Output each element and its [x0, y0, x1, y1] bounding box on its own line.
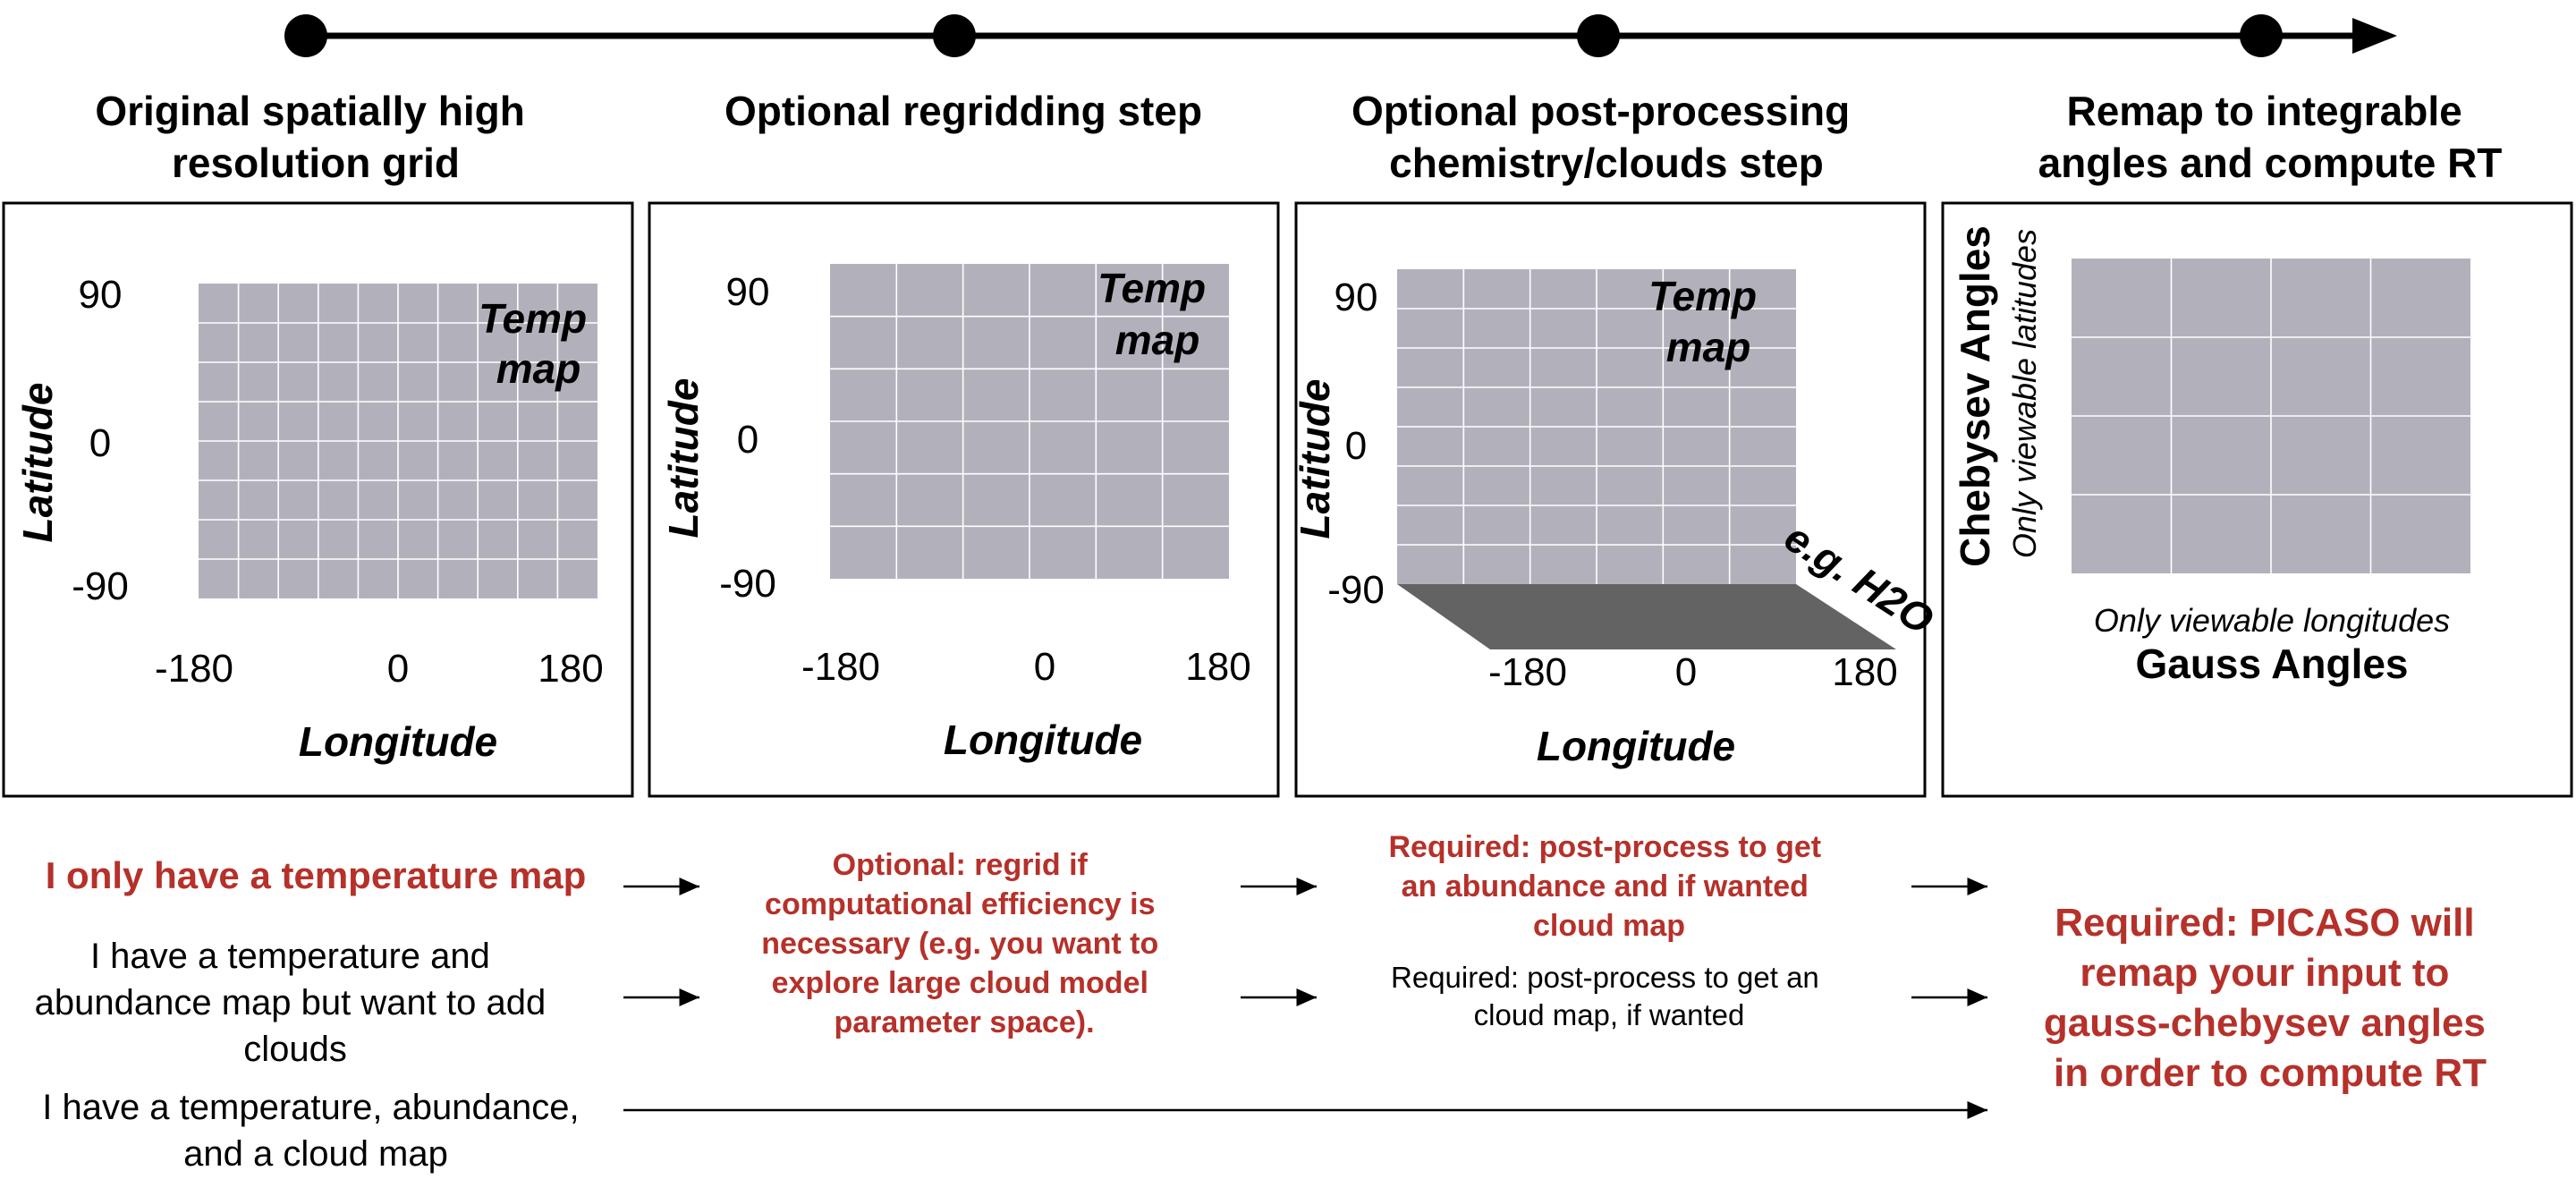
scenario-full-maps: I have a temperature, abundance, and a c…	[42, 1088, 589, 1174]
panel-1-lon-tick-180: 180	[538, 647, 603, 691]
postprocess-cloud-note: Required: post-process to get an cloud m…	[1391, 961, 1827, 1031]
step-1-title-line-1: Original spatially high	[95, 88, 525, 134]
timeline-point-2	[933, 14, 976, 57]
panel-3-longitude-label: Longitude	[1537, 723, 1735, 769]
step-2-title-line-1: Optional regridding step	[724, 88, 1202, 134]
panel-2-longitude-label: Longitude	[944, 717, 1142, 763]
panel-2-lat-tick-minus-90: -90	[719, 562, 776, 606]
chebysev-angles-label: Chebysev Angles	[1952, 225, 1998, 567]
gauss-angles-label: Gauss Angles	[2135, 640, 2408, 687]
picaso-note-line-2: remap your input to	[2080, 951, 2449, 995]
panel-3-latitude-label: Latitude	[1292, 379, 1338, 539]
panel-3-lat-tick-90: 90	[1335, 276, 1378, 319]
panel-regridding: Temp map 90 0 -90 Latitude -180 0 180 Lo…	[648, 201, 1280, 798]
scenarios: I only have a temperature map I have a t…	[35, 830, 2496, 1174]
panel-2-lat-tick-90: 90	[726, 270, 770, 314]
panel-1-latitude-label: Latitude	[14, 383, 61, 543]
angle-grid-lines	[2072, 259, 2470, 573]
timeline	[284, 14, 2397, 57]
regrid-note-line-1: Optional: regrid if	[833, 848, 1089, 882]
regrid-note-line-5: parameter space).	[834, 1005, 1094, 1039]
row-2-label-line-1: I have a temperature and	[90, 937, 490, 976]
postprocess-required-note: Required: post-process to get an abundan…	[1388, 830, 1829, 943]
step-1-title: Original spatially high resolution grid	[95, 88, 536, 186]
panel-2-lat-tick-0: 0	[737, 418, 758, 462]
viewable-latitudes-label: Only viewable latitudes	[2006, 229, 2043, 558]
timeline-point-1	[284, 14, 327, 57]
timeline-arrowhead	[2352, 18, 2397, 54]
step-2-title: Optional regridding step	[724, 88, 1202, 134]
abundance-floor-plane	[1397, 584, 1896, 649]
panel-2-lon-tick-180: 180	[1185, 645, 1250, 689]
regrid-note-line-2: computational efficiency is	[765, 887, 1155, 921]
panel-3-lon-tick-minus-180: -180	[1488, 650, 1567, 694]
scenario-temperature-and-abundance: I have a temperature and abundance map b…	[35, 937, 556, 1069]
row-2-label-line-2: abundance map but want to add	[35, 983, 547, 1022]
step-4-title: Remap to integrable angles and compute R…	[2038, 88, 2503, 186]
coarse-grid-lines	[830, 264, 1229, 579]
panel-1-longitude-label: Longitude	[299, 718, 497, 765]
panel-3-lon-tick-0: 0	[1675, 650, 1697, 694]
regrid-note-line-4: explore large cloud model	[772, 966, 1148, 1000]
panel-angles: Chebysev Angles Only viewable latitudes …	[1941, 201, 2573, 798]
picaso-remap-note: Required: PICASO will remap your input t…	[2044, 901, 2496, 1095]
panel-original-grid: Temp map 90 0 -90 Latitude -180 0 180 Lo…	[2, 201, 634, 798]
panel-2-lon-tick-minus-180: -180	[801, 645, 880, 689]
timeline-point-4	[2240, 14, 2283, 57]
panel-1-lon-tick-0: 0	[387, 647, 409, 691]
panel-1-temp-label-line-2: map	[496, 345, 581, 392]
postprocess-required-line-1: Required: post-process to get	[1388, 830, 1821, 864]
scenario-temperature-only: I only have a temperature map	[46, 854, 587, 896]
row-2-label-line-3: clouds	[243, 1030, 347, 1069]
regrid-note-line-3: necessary (e.g. you want to	[761, 927, 1158, 961]
panel-1-lat-tick-minus-90: -90	[72, 564, 129, 608]
panel-1-temp-label-line-1: Temp	[479, 295, 587, 342]
postprocess-cloud-line-2: cloud map, if wanted	[1474, 998, 1745, 1031]
panel-3-temp-map-label: Temp map	[1648, 273, 1768, 370]
step-3-title-line-1: Optional post-processing	[1352, 88, 1850, 134]
panel-3-lon-tick-180: 180	[1832, 650, 1897, 694]
panel-3-temp-label-line-1: Temp	[1648, 273, 1757, 319]
panel-3-temp-label-line-2: map	[1666, 324, 1751, 370]
step-4-title-line-1: Remap to integrable	[2067, 88, 2462, 134]
panel-2-temp-label-line-1: Temp	[1097, 265, 1206, 311]
picaso-note-line-1: Required: PICASO will	[2055, 901, 2474, 945]
step-1-title-line-2: resolution grid	[172, 140, 460, 186]
timeline-point-3	[1577, 14, 1620, 57]
panel-2-temp-label-line-2: map	[1115, 317, 1200, 363]
step-4-title-line-2: angles and compute RT	[2038, 140, 2503, 186]
postprocess-cloud-line-1: Required: post-process to get an	[1391, 961, 1819, 994]
panel-2-lon-tick-0: 0	[1034, 645, 1055, 689]
panel-1-lat-tick-0: 0	[89, 421, 111, 465]
step-titles: Original spatially high resolution grid …	[95, 88, 2502, 186]
picaso-note-line-4: in order to compute RT	[2054, 1051, 2487, 1095]
panel-post-processing: Temp map e.g. H2O 90 0 -90 Latitude -180…	[1292, 201, 1942, 798]
step-3-title-line-2: chemistry/clouds step	[1389, 140, 1824, 186]
regrid-note: Optional: regrid if computational effici…	[761, 848, 1166, 1039]
panel-3-lat-tick-minus-90: -90	[1327, 568, 1385, 612]
picaso-note-line-3: gauss-chebysev angles	[2044, 1001, 2486, 1045]
postprocess-required-line-3: cloud map	[1533, 909, 1685, 943]
panel-3-lat-tick-0: 0	[1345, 424, 1367, 468]
row-3-label-line-1: I have a temperature, abundance,	[42, 1088, 579, 1127]
panel-2-latitude-label: Latitude	[660, 378, 707, 539]
panel-1-lon-tick-minus-180: -180	[155, 647, 233, 691]
row-3-label-line-2: and a cloud map	[183, 1134, 448, 1174]
fine-grid-lines	[199, 284, 597, 598]
viewable-longitudes-label: Only viewable longitudes	[2094, 602, 2450, 639]
panel-2-temp-map-label: Temp map	[1097, 265, 1217, 363]
panel-1-temp-map-label: Temp map	[479, 295, 598, 392]
panel-1-lat-tick-90: 90	[79, 273, 123, 317]
postprocess-required-line-2: an abundance and if wanted	[1402, 869, 1809, 903]
step-3-title: Optional post-processing chemistry/cloud…	[1352, 88, 1861, 186]
postprocess-grid-lines	[1397, 269, 1796, 584]
